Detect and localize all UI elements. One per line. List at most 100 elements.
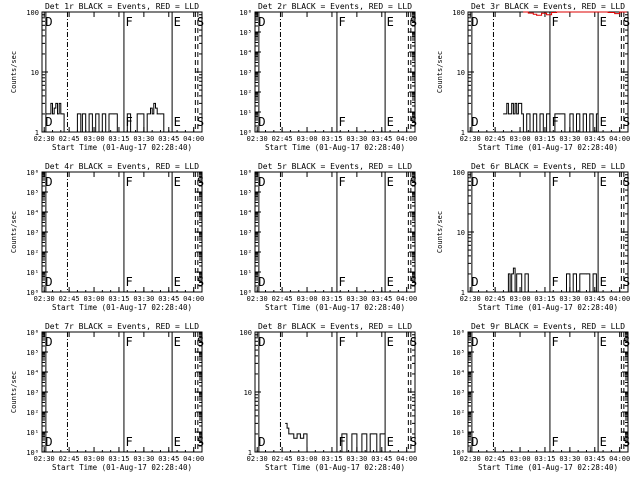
y-tick-label: 10² [26,409,39,417]
time-marker-label: D [45,115,52,129]
data-point [341,433,343,435]
data-point [63,131,65,133]
x-tick-label: 03:45 [158,295,179,303]
data-point [571,11,572,13]
time-marker-label: E [600,115,607,129]
time-marker-label: F [551,335,558,349]
data-point [624,11,626,13]
data-point [601,11,602,13]
x-tick-label: 03:00 [297,135,318,143]
time-marker-label: S [410,175,417,189]
x-tick-label: 03:15 [534,135,555,143]
x-axis-label: Start Time (01-Aug-17 02:28:40) [478,303,618,312]
y-axis-label: Counts/sec [10,51,18,93]
data-point [50,102,52,104]
y-tick-label: 10³ [452,389,465,397]
series-line [523,11,627,16]
data-point [554,113,556,115]
data-point [314,451,316,453]
x-tick-label: 03:30 [559,295,580,303]
data-point [336,451,338,453]
x-axis-label: Start Time (01-Aug-17 02:28:40) [52,143,192,152]
y-tick-label: 10⁰ [26,449,39,457]
data-point [85,131,87,133]
detector-panel: Det 9r BLACK = Events, RED = LLD 10⁰ 10¹ 10… [452,322,630,472]
data-point [379,433,381,435]
detector-panel: Det 3r BLACK = Events, RED = LLD Counts/s… [436,2,630,152]
data-point [521,291,523,293]
x-tick-label: 02:45 [272,295,293,303]
y-tick-label: 10¹ [239,269,252,277]
data-point [514,102,516,104]
time-marker-label: F [551,15,558,29]
panel-title: Det 9r BLACK = Events, RED = LLD [471,322,625,331]
time-marker-label: F [551,435,558,449]
x-tick-label: 03:15 [321,455,342,463]
time-marker-label: D [45,175,52,189]
data-point [527,12,529,14]
data-point [546,113,548,115]
y-tick-label: 10 [457,69,465,77]
x-tick-label: 03:30 [346,135,367,143]
data-point [288,433,290,435]
x-tick-label: 03:45 [371,455,392,463]
data-point [521,113,523,115]
data-point [309,451,311,453]
time-marker-label: D [45,435,52,449]
data-point [566,273,567,275]
x-tick-label: 03:00 [297,455,318,463]
y-tick-label: 10¹ [452,429,465,437]
data-point [143,131,145,133]
y-tick-label: 10² [26,249,39,257]
time-marker-label: F [338,15,345,29]
x-axis-label: Start Time (01-Aug-17 02:28:40) [52,303,192,312]
data-point [564,131,566,133]
time-marker-label: F [338,175,345,189]
data-point [163,131,165,133]
panel-title: Det 5r BLACK = Events, RED = LLD [258,162,412,171]
x-tick-label: 03:15 [321,135,342,143]
time-marker-label: S [623,275,630,289]
data-point [146,113,148,115]
data-point [591,11,592,13]
data-point [527,291,529,293]
data-point [88,113,90,115]
plot-frame [41,331,203,453]
time-marker-label: S [410,435,417,449]
time-marker-label: E [600,435,607,449]
x-axis-label: Start Time (01-Aug-17 02:28:40) [265,143,405,152]
data-point [546,14,548,16]
x-axis-label: Start Time (01-Aug-17 02:28:40) [478,463,618,472]
plot-frame [41,11,203,133]
data-point [508,113,509,115]
y-axis-label: Counts/sec [10,211,18,253]
y-tick-label: 100 [239,329,252,337]
data-point [299,437,301,439]
data-point [351,433,353,435]
data-point [581,11,582,13]
y-axis-label: Counts/sec [10,371,18,413]
detector-panel: Det 5r BLACK = Events, RED = LLD 10⁰ 10¹ 10… [239,162,417,312]
series-line [285,422,386,453]
data-point [286,427,288,429]
time-marker-label: D [471,435,478,449]
y-tick-label: 10¹ [239,109,252,117]
data-point [57,113,58,115]
data-point [331,451,333,453]
data-point [140,113,141,115]
time-marker-label: F [338,335,345,349]
x-tick-label: 03:15 [108,295,129,303]
y-tick-label: 10² [239,89,252,97]
detector-panel: Det 8r BLACK = Events, RED = LLD 1 10 100 02… [239,322,417,472]
data-point [151,113,153,115]
data-point [77,113,78,115]
data-point [614,13,616,15]
time-marker-label: E [600,175,607,189]
data-point [539,113,541,115]
data-point [559,113,561,115]
y-tick-label: 10¹ [26,269,39,277]
x-tick-label: 02:30 [460,295,481,303]
time-marker-label: S [623,335,630,349]
y-tick-label: 10² [239,249,252,257]
data-point [95,113,97,115]
